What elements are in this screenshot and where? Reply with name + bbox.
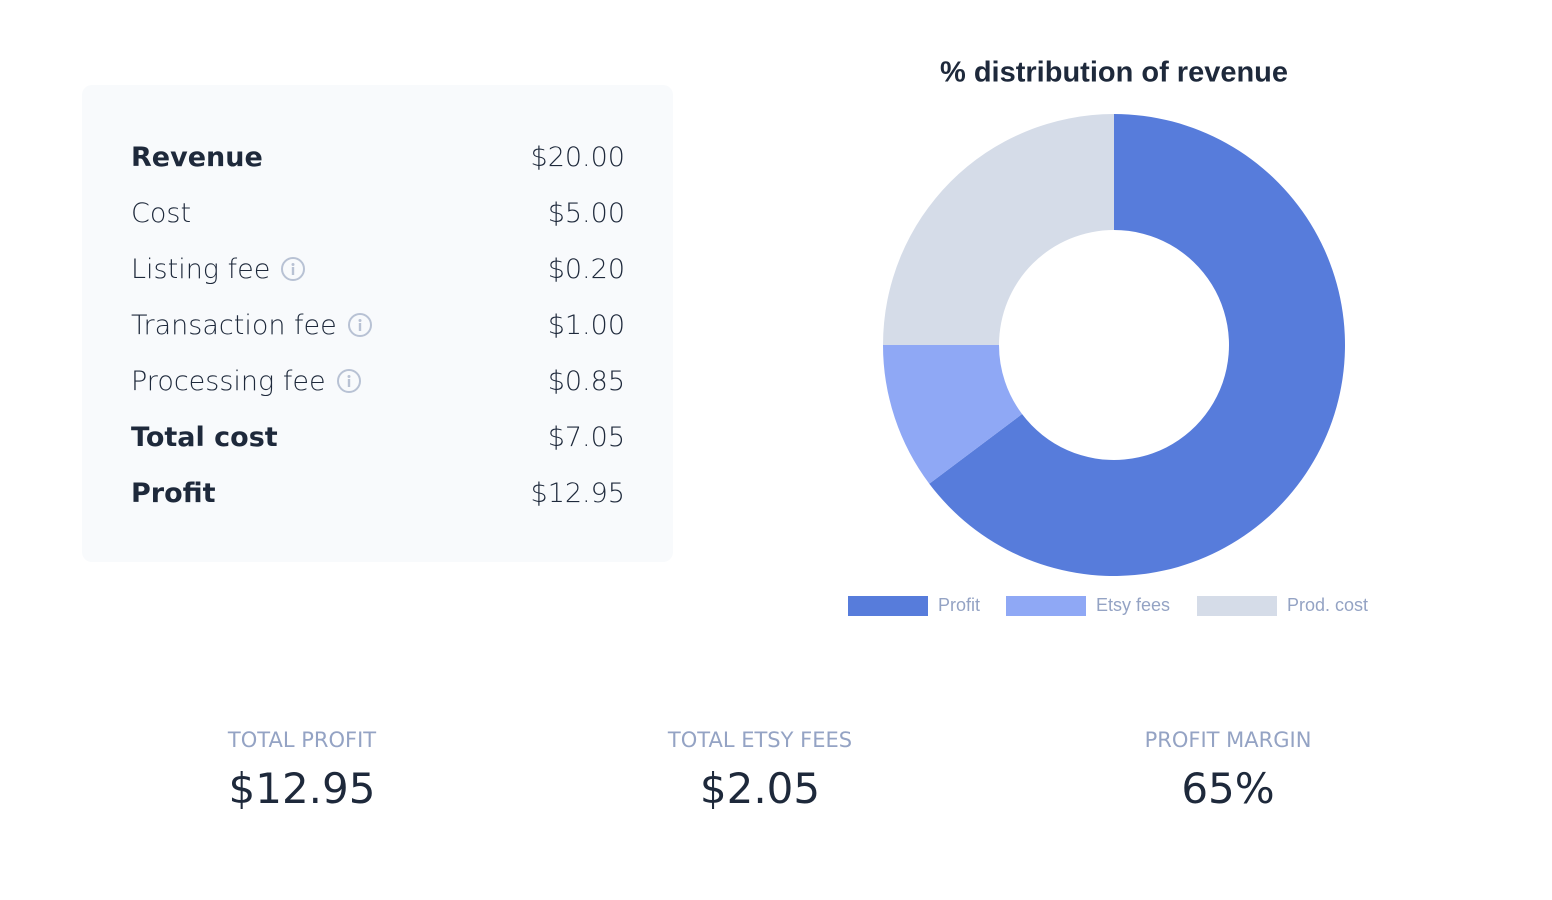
legend-label: Profit	[938, 595, 980, 615]
row-label: Listing fee	[131, 253, 271, 285]
table-row: Profit $12.95	[131, 473, 625, 513]
legend-label: Etsy fees	[1096, 595, 1170, 615]
legend-swatch	[848, 596, 928, 616]
row-value: $20.00	[530, 141, 625, 173]
row-value: $5.00	[547, 197, 625, 229]
info-icon	[347, 313, 372, 337]
row-label: Transaction fee	[131, 309, 337, 341]
row-label-wrap: Profit	[131, 478, 216, 509]
row-label-wrap: Processing fee	[131, 366, 362, 397]
info-bar	[292, 267, 295, 275]
chart-title: % distribution of revenue	[940, 57, 1288, 89]
row-value: $1.00	[547, 309, 625, 341]
stat: TOTAL ETSY FEES $2.05	[610, 728, 910, 813]
stat-value: $2.05	[699, 764, 821, 813]
info-icon	[281, 257, 306, 281]
stat: TOTAL PROFIT $12.95	[152, 728, 452, 813]
doughnut-slice	[883, 114, 1114, 345]
stat-label: TOTAL ETSY FEES	[667, 728, 853, 752]
table-row: Processing fee $0.85	[131, 361, 625, 401]
row-label-wrap: Cost	[131, 198, 191, 229]
info-bar	[358, 323, 361, 331]
row-label-wrap: Revenue	[131, 142, 263, 173]
row-label: Processing fee	[131, 365, 326, 397]
stat-value: $12.95	[228, 764, 376, 813]
info-icon	[336, 369, 361, 393]
legend-swatch	[1197, 596, 1277, 616]
row-label-wrap: Transaction fee	[131, 310, 373, 341]
legend-swatch	[1006, 596, 1086, 616]
row-label: Cost	[131, 197, 192, 229]
info-dot	[347, 375, 351, 378]
stat-label: PROFIT MARGIN	[1144, 728, 1312, 752]
stat-value: 65%	[1181, 764, 1275, 813]
chart: % distribution of revenue Profit Etsy fee…	[848, 57, 1368, 616]
row-value: $12.95	[530, 477, 625, 509]
info-dot	[358, 319, 362, 322]
row-label-wrap: Listing fee	[131, 254, 306, 285]
row-label: Revenue	[131, 141, 263, 173]
row-label: Total cost	[131, 421, 278, 453]
table-row: Revenue $20.00	[131, 137, 625, 177]
info-circle	[281, 257, 306, 281]
table-row: Transaction fee $1.00	[131, 305, 625, 345]
stat: PROFIT MARGIN 65%	[1078, 728, 1378, 813]
row-value: $0.20	[547, 253, 625, 285]
table-row: Total cost $7.05	[131, 417, 625, 457]
table-row: Listing fee $0.20	[131, 249, 625, 289]
info-circle	[336, 369, 361, 393]
row-label: Profit	[131, 477, 216, 509]
summary-panel: Revenue $20.00 Cost $5.00 Listing fee $0.20 Tr…	[82, 85, 673, 562]
row-value: $7.05	[547, 421, 625, 453]
row-label-wrap: Total cost	[131, 422, 278, 453]
table-row: Cost $5.00	[131, 193, 625, 233]
legend-label: Prod. cost	[1287, 595, 1368, 615]
row-value: $0.85	[547, 365, 625, 397]
stat-label: TOTAL PROFIT	[227, 728, 377, 752]
info-bar	[347, 379, 350, 387]
info-dot	[291, 263, 295, 266]
info-circle	[347, 313, 372, 337]
doughnut-slice	[883, 345, 1023, 484]
doughnut-slice	[929, 114, 1345, 576]
